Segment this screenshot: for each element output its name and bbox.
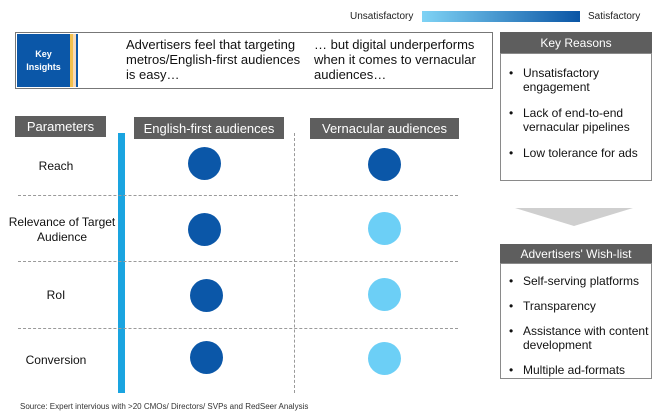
rating-dot-roi-english <box>190 279 223 312</box>
list-item: Low tolerance for ads <box>501 146 651 160</box>
row-divider <box>18 328 458 329</box>
list-item: Transparency <box>501 299 651 313</box>
color-scale-bar <box>422 11 580 22</box>
rating-dot-relevance-english <box>188 213 221 246</box>
list-item: Self-serving platforms <box>501 274 651 288</box>
parameter-label: Relevance of Target Audience <box>8 215 116 244</box>
rating-dot-relevance-vernacular <box>368 212 401 245</box>
wish-list-header: Advertisers' Wish-list <box>500 244 652 263</box>
key-insights-box: Key Insights Advertisers feel that targe… <box>15 32 493 89</box>
parameter-label: Reach <box>38 159 74 173</box>
accent-stripe <box>76 34 78 87</box>
insight-left-text: Advertisers feel that targeting metros/E… <box>126 37 301 82</box>
source-note: Source: Expert intervious with >20 CMOs/… <box>20 402 309 411</box>
accent-stripe <box>70 34 73 87</box>
parameter-label: Conversion <box>25 353 87 367</box>
rating-dot-reach-vernacular <box>368 148 401 181</box>
key-reasons-list: Unsatisfactory engagement Lack of end-to… <box>500 53 652 181</box>
scale-low-label: Unsatisfactory <box>350 11 414 22</box>
rating-dot-roi-vernacular <box>368 278 401 311</box>
column-header-english: English-first audiences <box>134 117 284 139</box>
list-item: Multiple ad-formats <box>501 363 651 377</box>
rating-dot-conversion-vernacular <box>368 342 401 375</box>
key-insights-label: Key Insights <box>17 34 70 87</box>
rating-dot-reach-english <box>188 147 221 180</box>
list-item: Unsatisfactory engagement <box>501 66 651 94</box>
wish-list-list: Self-serving platforms Transparency Assi… <box>500 263 652 379</box>
rating-dot-conversion-english <box>190 341 223 374</box>
parameter-label: RoI <box>46 288 66 302</box>
chevron-down-icon <box>515 208 633 226</box>
column-divider <box>294 133 295 393</box>
column-header-vernacular: Vernacular audiences <box>310 118 459 139</box>
scale-high-label: Satisfactory <box>588 11 641 22</box>
parameter-axis-bar <box>118 133 125 393</box>
list-item: Lack of end-to-end vernacular pipelines <box>501 106 651 134</box>
key-reasons-header: Key Reasons <box>500 32 652 53</box>
list-item: Assistance with content development <box>501 324 651 352</box>
row-divider <box>18 195 458 196</box>
accent-stripe <box>73 34 76 87</box>
insight-right-text: … but digital underperforms when it come… <box>314 37 476 82</box>
row-divider <box>18 261 458 262</box>
parameters-header: Parameters <box>15 116 106 137</box>
